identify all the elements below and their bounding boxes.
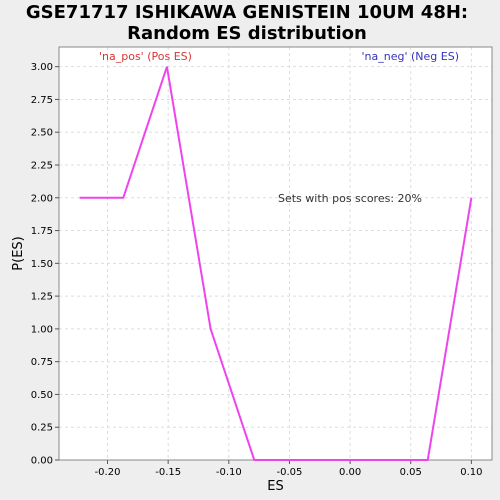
- y-tick-label: 0.50: [31, 390, 53, 401]
- chart-title-line-2: Random ES distribution: [127, 23, 367, 44]
- y-tick-label: 0.25: [31, 423, 53, 434]
- sets-pos-scores-annotation: Sets with pos scores: 20%: [278, 192, 422, 205]
- series-line: [79, 66, 473, 461]
- x-tick-label: -0.10: [216, 467, 242, 478]
- neg-es-label: 'na_neg' (Neg ES): [362, 50, 459, 63]
- x-tick-label: 0.05: [400, 467, 422, 478]
- x-tick-label: -0.20: [95, 467, 121, 478]
- y-tick-label: 2.50: [31, 128, 53, 139]
- y-tick-label: 2.25: [31, 161, 53, 172]
- x-tick-label: 0.10: [460, 467, 482, 478]
- x-axis-label: ES: [267, 479, 283, 494]
- series-layer: [79, 66, 473, 461]
- y-tick-label: 2.75: [31, 95, 53, 106]
- chart-title-line-1: GSE71717 ISHIKAWA GENISTEIN 10UM 48H:: [25, 2, 469, 23]
- y-tick-label: 1.50: [31, 259, 53, 270]
- y-tick-label: 3.00: [31, 62, 53, 73]
- x-tick-label: -0.05: [277, 467, 303, 478]
- plot-area: [59, 47, 492, 460]
- x-tick-label: -0.15: [155, 467, 181, 478]
- y-tick-label: 1.00: [31, 324, 53, 335]
- y-tick-label: 1.25: [31, 292, 53, 303]
- pos-es-label: 'na_pos' (Pos ES): [99, 50, 192, 63]
- chart-title: GSE71717 ISHIKAWA GENISTEIN 10UM 48H: Ra…: [0, 2, 494, 44]
- y-tick-label: 2.00: [31, 193, 53, 204]
- x-tick-label: 0.00: [339, 467, 361, 478]
- y-tick-label: 0.00: [31, 456, 53, 467]
- y-tick-label: 1.75: [31, 226, 53, 237]
- y-axis-label: P(ES): [11, 236, 26, 270]
- y-tick-label: 0.75: [31, 357, 53, 368]
